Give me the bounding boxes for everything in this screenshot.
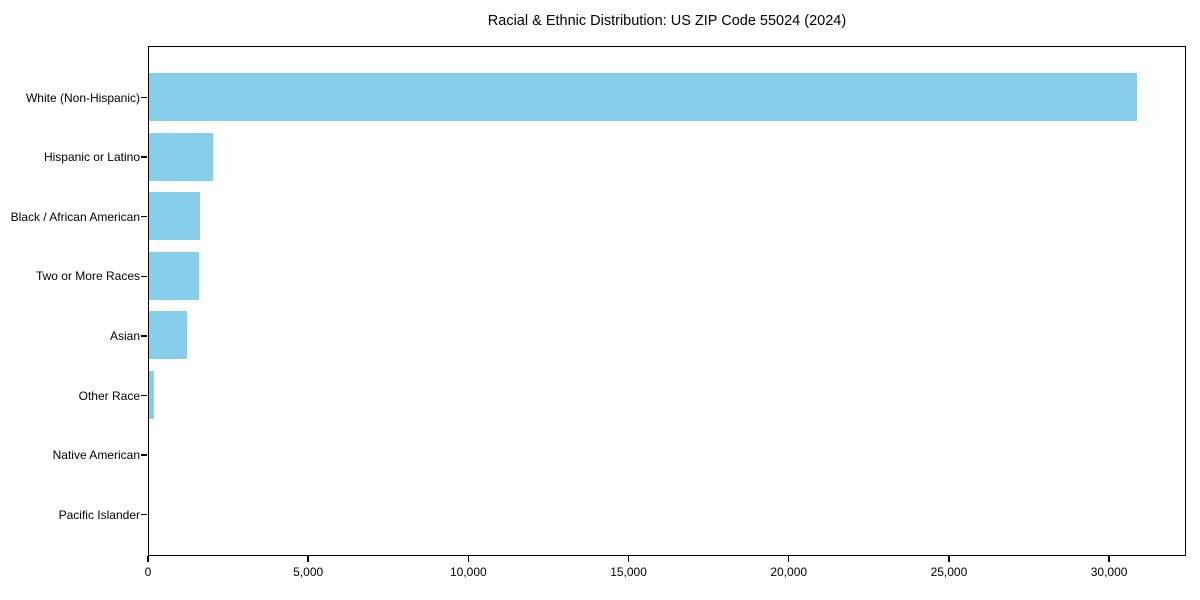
y-tick-label-hispanic-or-latino: Hispanic or Latino [43, 150, 140, 165]
x-tick-label-0: 0 [144, 565, 152, 579]
x-tick-label-25000: 25,000 [930, 565, 968, 579]
bar-black-african-american [149, 192, 200, 241]
bar-hispanic-or-latino [149, 132, 214, 181]
plot-area [148, 46, 1186, 556]
y-tick-mark [141, 513, 147, 516]
bar-other-race [149, 371, 155, 419]
x-tick-label-30000: 30,000 [1090, 565, 1128, 579]
x-tick-mark [627, 556, 630, 562]
x-tick-mark [1108, 556, 1110, 562]
y-tick-mark [141, 394, 147, 397]
x-tick-label-20000: 20,000 [770, 565, 808, 579]
x-tick-mark [467, 556, 470, 562]
bar-asian [149, 311, 188, 360]
x-tick-label-15000: 15,000 [610, 565, 647, 579]
chart-title: Racial & Ethnic Distribution: US ZIP Cod… [487, 13, 847, 29]
y-tick-mark [141, 275, 147, 278]
y-tick-mark [141, 335, 147, 337]
y-tick-label-black-african-american: Black / African American [10, 209, 140, 224]
y-tick-mark [141, 454, 147, 456]
y-tick-label-white-non-hispanic: White (Non-Hispanic) [25, 90, 140, 105]
y-tick-label-other-race: Other Race [78, 388, 140, 403]
y-tick-mark [141, 96, 147, 99]
bar-white-non-hispanic [149, 73, 1138, 121]
bar-two-or-more-races [149, 251, 200, 300]
x-tick-mark [948, 556, 950, 562]
x-tick-label-10000: 10,000 [450, 565, 487, 579]
x-tick-label-5000: 5,000 [293, 565, 324, 579]
x-tick-mark [147, 556, 149, 562]
x-tick-mark [307, 556, 309, 562]
x-tick-mark [787, 556, 790, 562]
y-tick-label-pacific-islander: Pacific Islander [58, 507, 140, 522]
y-tick-mark [141, 215, 147, 218]
y-tick-label-two-or-more-races: Two or More Races [35, 269, 140, 284]
y-tick-label-asian: Asian [109, 328, 140, 343]
y-tick-label-native-american: Native American [52, 448, 140, 463]
y-tick-mark [141, 156, 147, 158]
